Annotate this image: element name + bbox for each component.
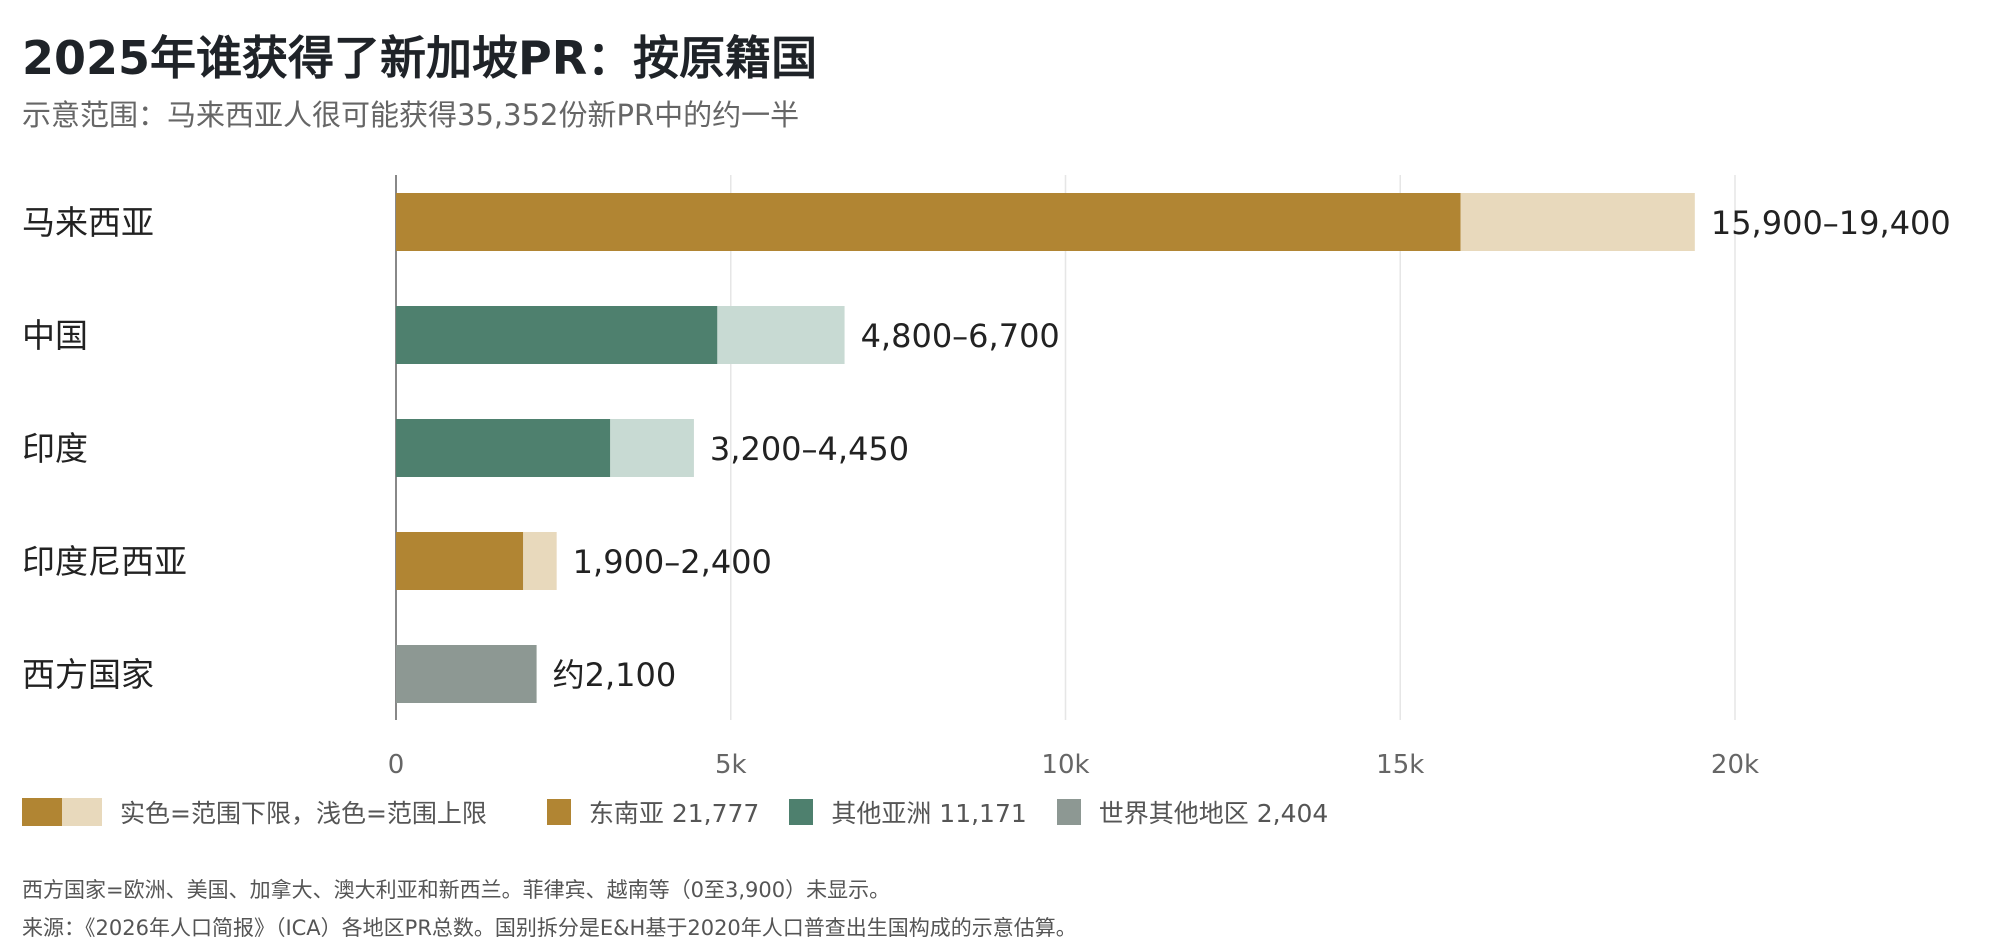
x-tick-label: 5k [715,750,747,780]
legend-swatch-asia [789,799,814,825]
bar-high [1460,193,1695,251]
value-label: 15,900–19,400 [1711,204,1951,242]
category-label: 马来西亚 [22,203,154,242]
footnote: 西方国家=欧洲、美国、加拿大、澳大利亚和新西兰。菲律宾、越南等（0至3,900）… [22,878,891,902]
category-label: 西方国家 [22,655,154,694]
bar-high [523,532,557,590]
x-tick-label: 10k [1041,750,1089,780]
legend-range-label: 实色=范围下限，浅色=范围上限 [120,799,487,828]
bar-low [396,306,718,364]
bar-low [396,532,524,590]
x-tick-label: 15k [1376,750,1424,780]
category-label: 中国 [22,316,88,355]
x-tick-label: 20k [1711,750,1759,780]
bar-chart: 0 5k 10k 15k 20k 马来西亚 15,900–19,400 中国 4,800–6,7… [22,175,1951,780]
bar-low [396,193,1461,251]
legend-sea-label: 东南亚 21,777 [588,799,760,828]
bar-low [396,419,611,477]
value-label: 4,800–6,700 [861,317,1060,355]
bar-high [717,306,845,364]
bar-low [396,645,537,703]
bar-high [610,419,694,477]
legend: 实色=范围下限，浅色=范围上限 东南亚 21,777 其他亚洲 11,171 世… [22,795,1328,829]
source-note: 来源：《2026年人口简报》（ICA）各地区PR总数。国别拆分是E&H基于202… [22,916,1077,940]
category-label: 印度尼西亚 [22,542,187,581]
chart-subtitle: 示意范围：马来西亚人很可能获得35,352份新PR中的约一半 [22,98,800,132]
legend-swatch-world [1056,799,1081,825]
legend-swatch-solid [22,798,62,826]
legend-swatch-sea [546,799,571,825]
value-label: 3,200–4,450 [710,430,909,468]
legend-swatch-light [62,798,102,826]
legend-asia-label: 其他亚洲 11,171 [831,799,1027,828]
x-tick-label: 0 [388,750,405,780]
legend-world-label: 世界其他地区 2,404 [1098,799,1329,828]
chart-title: 2025年谁获得了新加坡PR：按原籍国 [22,31,818,85]
category-label: 印度 [22,429,88,468]
value-label: 1,900–2,400 [573,543,772,581]
value-label: 约2,100 [553,656,677,694]
